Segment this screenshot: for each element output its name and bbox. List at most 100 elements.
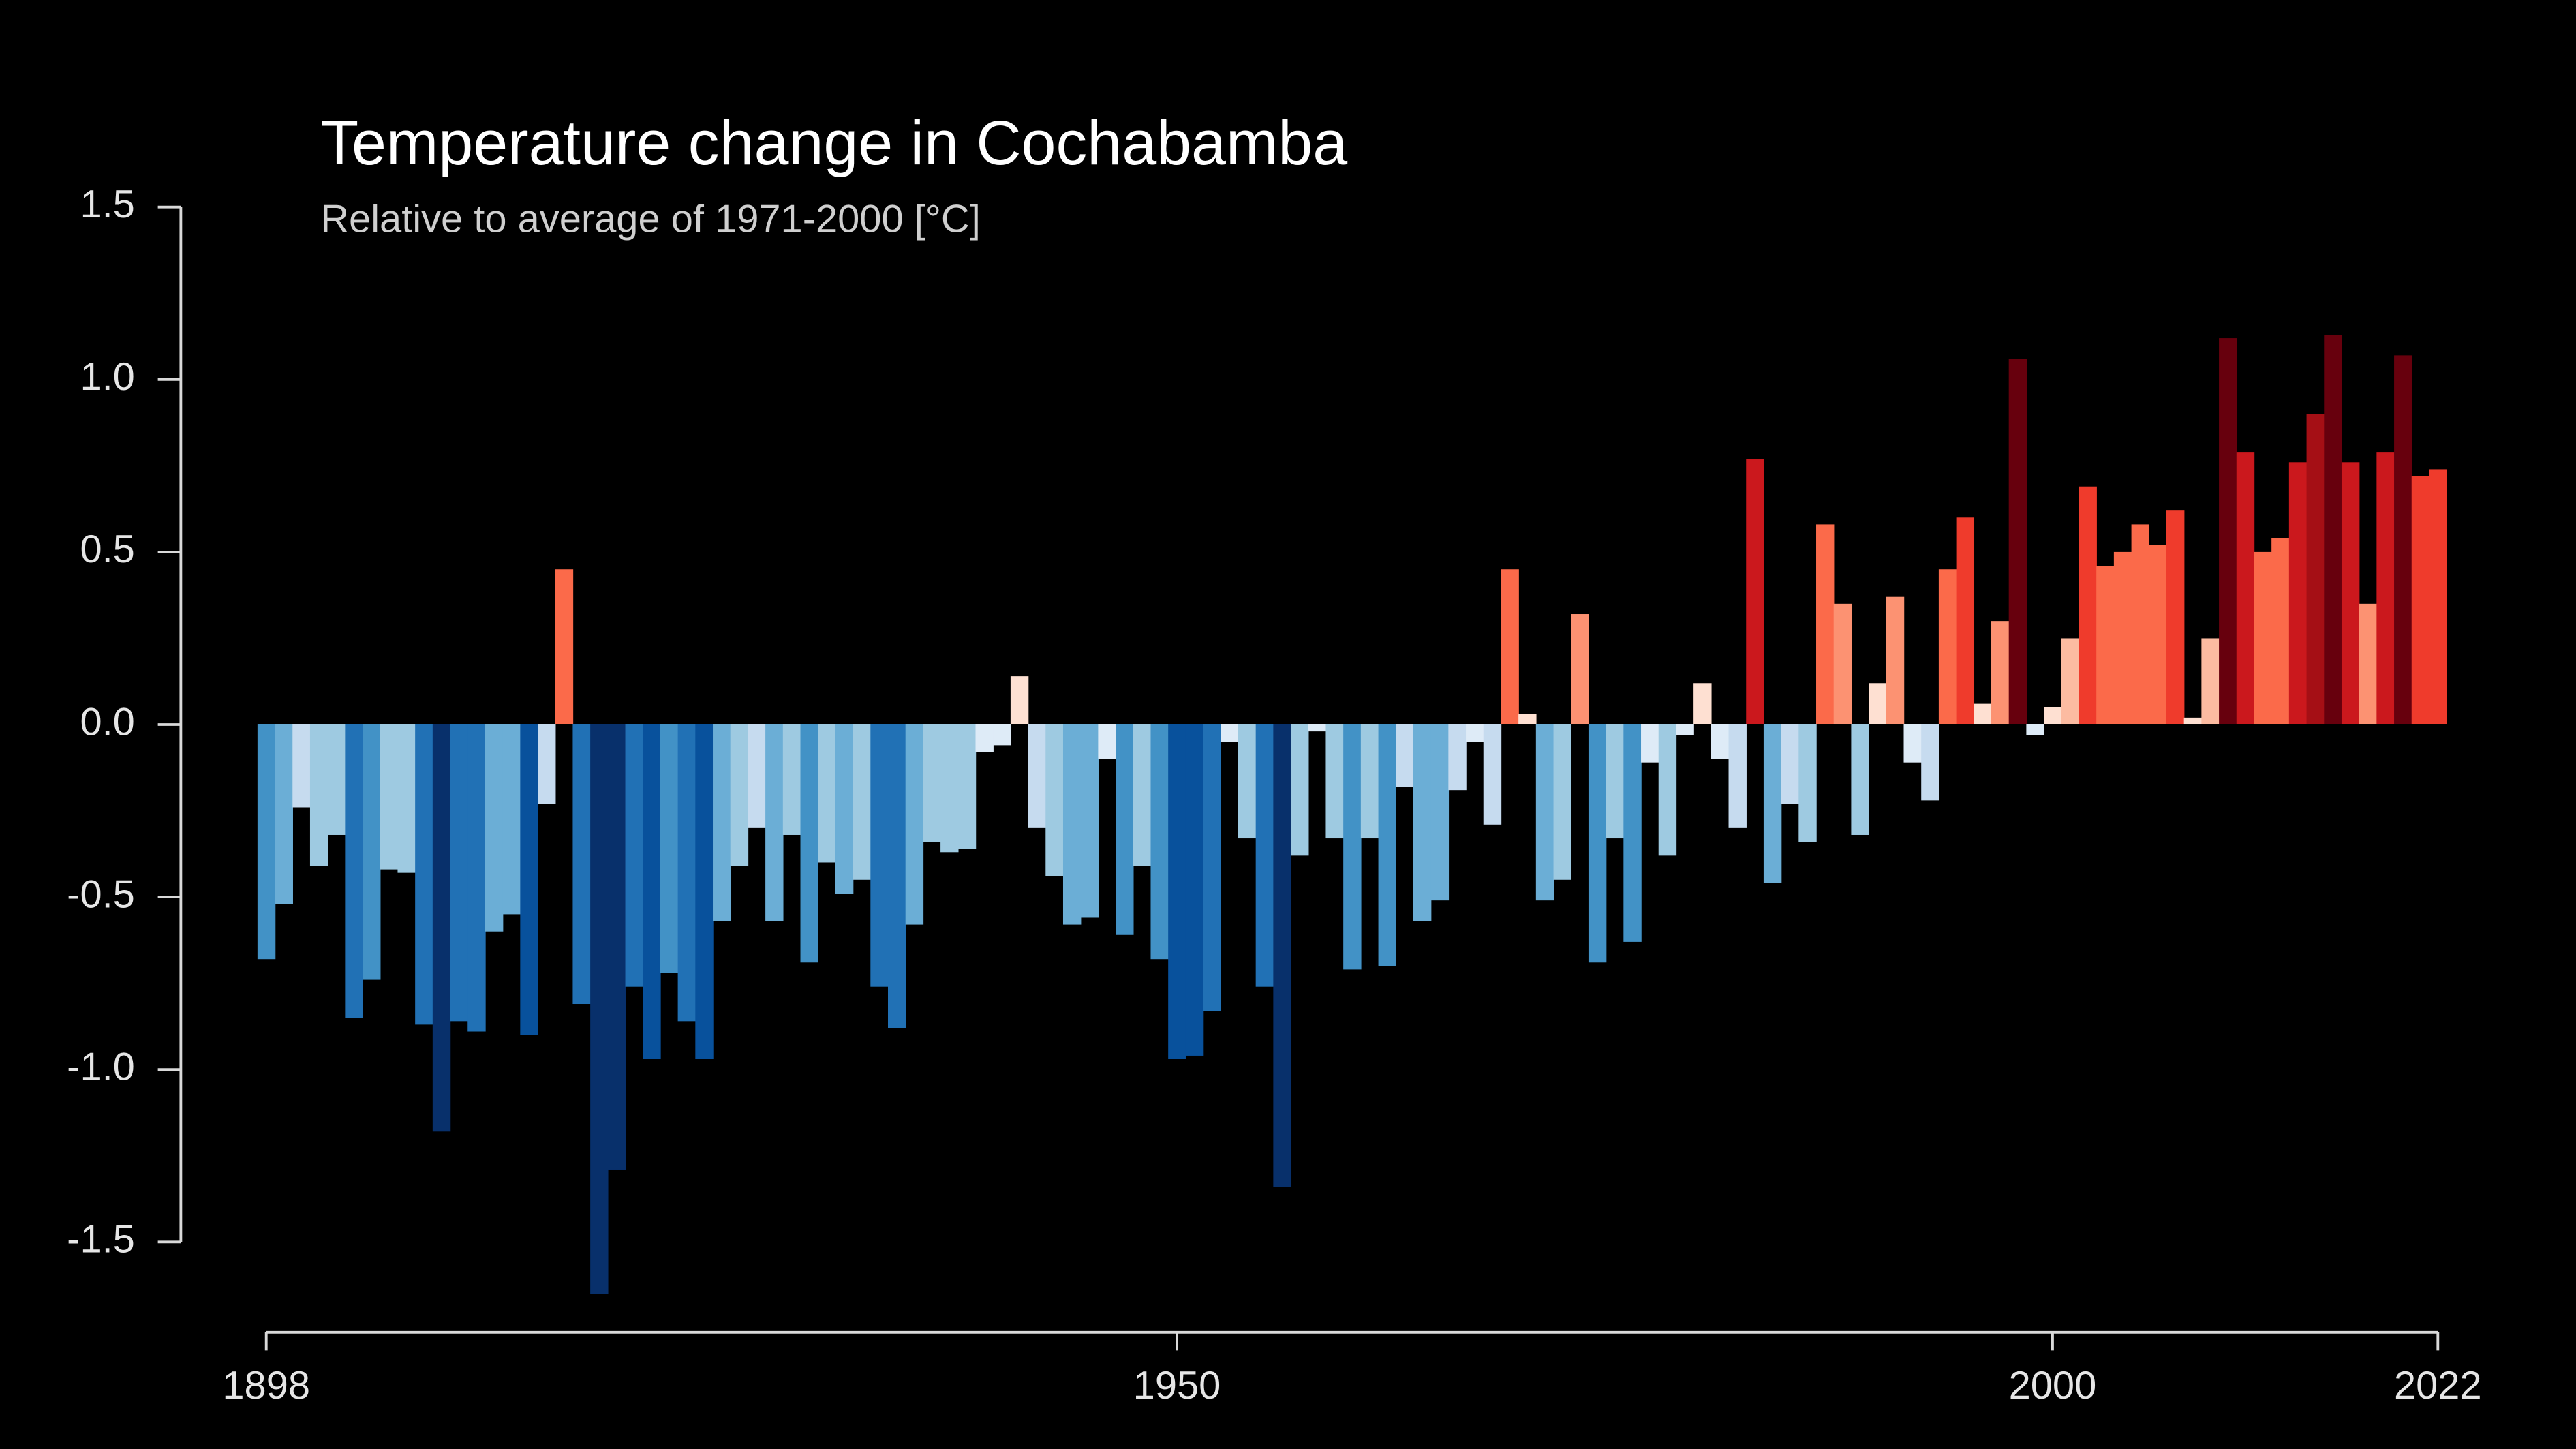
axes: 1.5 1.0 0.5 0.0 -0.5 -1.0 -1.5 1898 1950 2000 2022 [67,183,2481,1407]
bar [818,724,836,863]
bar [853,724,872,880]
bar [1535,724,1554,901]
bar [1203,724,1221,1011]
y-tick-label: -0.5 [67,872,135,916]
bar [2219,338,2237,725]
bar [467,724,486,1032]
bar [2026,724,2044,735]
bar [677,724,696,1022]
bar [1098,724,1116,759]
bar [572,724,591,1005]
bar [2096,566,2115,724]
bar [1448,724,1467,791]
bar [2149,545,2167,724]
y-tick-label: 1.5 [80,183,134,226]
bar [2359,603,2378,724]
bar [782,724,801,835]
bar [1676,724,1694,735]
bar [1728,724,1747,828]
bar [2166,510,2185,724]
bar [1816,524,1835,724]
bar [730,724,749,866]
bar [485,724,504,932]
bar [1430,724,1450,901]
bar [1273,724,1291,1187]
bar [450,724,468,1022]
bar [1308,724,1327,732]
bar [1185,724,1204,1056]
bar [1291,724,1309,856]
bar [345,724,363,1018]
chart-subtitle: Relative to average of 1971-2000 [°C] [320,198,981,241]
bar [415,724,433,1025]
bar [2271,538,2290,724]
bar [1028,724,1047,828]
bar [1606,724,1625,839]
bar [520,724,538,1035]
bar [940,724,959,853]
bar [1711,724,1730,759]
bar [695,724,714,1060]
bar [993,724,1011,746]
bar [2411,476,2430,724]
bar [590,724,609,1294]
bar [363,724,381,980]
bars [257,335,2447,1294]
bar [2044,707,2062,724]
bar [2429,469,2447,724]
bar [432,724,451,1132]
bar [1343,724,1362,970]
bar [2236,452,2255,724]
bar [1221,724,1239,742]
bar [2254,551,2272,724]
bar [1168,724,1186,1060]
bar [309,724,328,866]
bar [1080,724,1099,918]
bar [1746,459,1764,724]
bar [380,724,399,870]
bar [2008,359,2027,724]
bar [1413,724,1432,921]
bar [292,724,311,808]
bar [1798,724,1817,842]
bar [1396,724,1414,787]
bar [1553,724,1571,880]
bar [643,724,661,1060]
bar [1325,724,1344,839]
bar [835,724,854,894]
bar [2079,486,2097,724]
bar [713,724,731,921]
bar [1851,724,1869,835]
bar [660,724,679,973]
bar [905,724,924,925]
bar [1833,603,1852,724]
bar [1693,683,1712,724]
bar [1641,724,1659,763]
bar [1623,724,1642,942]
bar [2341,462,2360,724]
bar [1062,724,1082,925]
bar [625,724,643,987]
bar [957,724,977,849]
bar [327,724,346,835]
bar [397,724,416,873]
bar [975,724,994,752]
bar [275,724,293,904]
bar [748,724,766,828]
bar [1378,724,1396,966]
bar [1974,703,1992,724]
bar [1903,724,1922,763]
y-tick-label: 1.0 [80,355,134,399]
bar [1763,724,1782,883]
y-tick-label: 0.0 [80,700,134,744]
bar [2113,551,2132,724]
y-tick-label: -1.5 [67,1218,135,1262]
x-tick-label: 1950 [1133,1364,1221,1407]
bar [1483,724,1502,825]
bar [502,724,521,915]
bar [1658,724,1677,856]
bar [1360,724,1379,839]
bar [1991,621,2010,724]
bar [1150,724,1169,960]
